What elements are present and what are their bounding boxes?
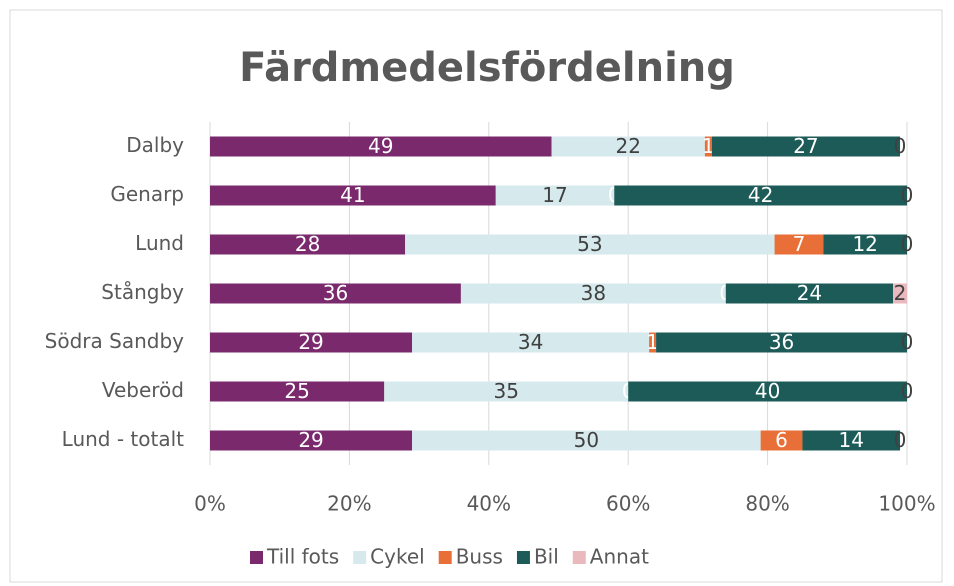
bar-segment <box>551 136 705 157</box>
x-tick-label: 60% <box>606 492 650 516</box>
bar-segment <box>802 430 901 451</box>
bar-segment <box>412 332 650 353</box>
data-label: 1 <box>646 330 659 354</box>
x-tick-label: 0% <box>194 492 226 516</box>
legend-label: Bil <box>534 545 559 569</box>
bar-segment <box>405 234 775 255</box>
bar-segment <box>210 136 552 157</box>
bar-segment <box>412 430 761 451</box>
data-label: 0 <box>901 379 914 403</box>
data-label: 38 <box>581 281 606 305</box>
bar-segment <box>704 136 712 157</box>
bar-segment <box>210 332 413 353</box>
data-label: 29 <box>298 330 323 354</box>
x-tick-label: 100% <box>878 492 935 516</box>
legend-label: Annat <box>590 545 649 569</box>
y-tick-label: Lund - totalt <box>62 427 185 451</box>
y-tick-label: Lund <box>135 231 184 255</box>
data-label: 17 <box>542 183 567 207</box>
data-label: 0 <box>901 330 914 354</box>
bar-segment <box>823 234 907 255</box>
bar-segment <box>774 234 824 255</box>
data-label: 28 <box>295 232 320 256</box>
bar-segment <box>628 381 907 402</box>
bar-segment <box>760 430 803 451</box>
legend-swatch <box>250 551 263 564</box>
legend-swatch <box>438 551 452 564</box>
data-label: 22 <box>615 134 640 158</box>
x-tick-label: 40% <box>467 492 511 516</box>
legend-label: Till fots <box>266 545 339 569</box>
bar-segment <box>649 332 657 353</box>
bar-segment <box>725 283 894 304</box>
legend-label: Buss <box>456 545 503 569</box>
bar-segment <box>460 283 726 304</box>
y-tick-label: Södra Sandby <box>45 329 184 353</box>
data-label: 27 <box>793 134 818 158</box>
bar-segment <box>893 283 907 304</box>
data-label: 6 <box>775 428 788 452</box>
data-label: 1 <box>702 134 715 158</box>
y-tick-label: Genarp <box>110 182 184 206</box>
data-label: 41 <box>340 183 365 207</box>
y-tick-label: Dalby <box>126 133 184 157</box>
bar-segment <box>384 381 629 402</box>
data-label: 7 <box>793 232 806 256</box>
bar-segment <box>495 185 615 206</box>
data-label: 0 <box>901 232 914 256</box>
data-label: 42 <box>748 183 773 207</box>
bar-segment <box>210 234 406 255</box>
legend-swatch <box>516 551 530 564</box>
data-label: 50 <box>574 428 599 452</box>
x-tick-label: 20% <box>327 492 371 516</box>
data-label: 36 <box>769 330 794 354</box>
legend-swatch <box>572 551 586 564</box>
data-label: 36 <box>323 281 348 305</box>
data-label: 34 <box>518 330 543 354</box>
data-label: 0 <box>894 134 907 158</box>
data-label: 49 <box>368 134 393 158</box>
data-label: 0 <box>901 183 914 207</box>
legend-label: Cykel <box>370 545 425 569</box>
data-label: 29 <box>298 428 323 452</box>
x-tick-label: 80% <box>745 492 789 516</box>
data-label: 25 <box>284 379 309 403</box>
data-label: 2 <box>894 281 907 305</box>
data-label: 12 <box>852 232 877 256</box>
data-label: 35 <box>493 379 518 403</box>
chart-title: Färdmedelsfördelning <box>239 45 735 91</box>
data-label: 24 <box>797 281 822 305</box>
y-tick-label: Veberöd <box>102 378 184 402</box>
data-label: 14 <box>839 428 864 452</box>
bar-segment <box>656 332 907 353</box>
data-label: 53 <box>577 232 602 256</box>
bar-segment <box>614 185 907 206</box>
bar-segment <box>210 430 413 451</box>
legend-swatch <box>353 551 367 564</box>
bar-segment <box>711 136 901 157</box>
bar-segment <box>210 185 496 206</box>
data-label: 0 <box>894 428 907 452</box>
bar-segment <box>210 283 461 304</box>
bar-segment <box>210 381 385 402</box>
data-label: 40 <box>755 379 780 403</box>
y-tick-label: Stångby <box>101 280 184 304</box>
